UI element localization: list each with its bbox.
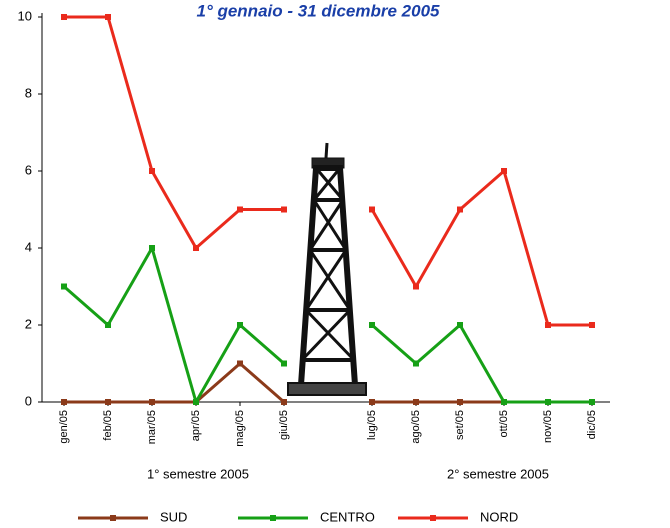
legend-marker	[110, 515, 116, 521]
point	[237, 207, 243, 213]
point	[589, 399, 595, 405]
point	[545, 322, 551, 328]
point	[105, 399, 111, 405]
point	[193, 245, 199, 251]
x-tick-label: mag/05	[234, 410, 246, 447]
y-tick-label: 2	[25, 316, 32, 331]
x-tick-label: apr/05	[190, 410, 202, 441]
x-tick-label: giu/05	[278, 410, 290, 440]
point	[589, 322, 595, 328]
group-label: 2° semestre 2005	[447, 466, 549, 481]
x-tick-label: feb/05	[102, 410, 114, 441]
point	[545, 399, 551, 405]
point	[501, 168, 507, 174]
legend-marker	[430, 515, 436, 521]
point	[237, 322, 243, 328]
point	[501, 399, 507, 405]
point	[369, 399, 375, 405]
legend-label: SUD	[160, 509, 187, 524]
y-tick-label: 6	[25, 162, 32, 177]
x-tick-label: ago/05	[410, 410, 422, 444]
legend-label: CENTRO	[320, 509, 375, 524]
chart: 1° gennaio - 31 dicembre 2005 0 2 4 6 8 10 gen…	[0, 0, 670, 528]
point	[413, 361, 419, 367]
x-tick-label: mar/05	[146, 410, 158, 444]
y-tick-label: 0	[25, 393, 32, 408]
oil-derrick	[288, 143, 366, 395]
point	[149, 168, 155, 174]
point	[61, 14, 67, 20]
point	[105, 322, 111, 328]
x-tick-label: set/05	[454, 410, 466, 440]
x-tick-label: nov/05	[542, 410, 554, 443]
point	[457, 322, 463, 328]
point	[281, 361, 287, 367]
point	[193, 399, 199, 405]
legend-label: NORD	[480, 509, 518, 524]
y-tick-label: 10	[18, 8, 32, 23]
point	[281, 399, 287, 405]
series-line	[64, 248, 592, 402]
x-tick-label: ott/05	[498, 410, 510, 438]
point	[457, 207, 463, 213]
x-tick-label: lug/05	[366, 410, 378, 440]
point	[413, 284, 419, 290]
group-label: 1° semestre 2005	[147, 466, 249, 481]
point	[61, 399, 67, 405]
legend-marker	[270, 515, 276, 521]
point	[61, 284, 67, 290]
chart-title: 1° gennaio - 31 dicembre 2005	[196, 1, 440, 20]
point	[105, 14, 111, 20]
point	[281, 207, 287, 213]
x-tick-label: dic/05	[586, 410, 598, 439]
point	[149, 245, 155, 251]
point	[369, 322, 375, 328]
point	[149, 399, 155, 405]
point	[413, 399, 419, 405]
point	[369, 207, 375, 213]
y-tick-label: 4	[25, 239, 32, 254]
y-tick-label: 8	[25, 85, 32, 100]
x-tick-label: gen/05	[58, 410, 70, 444]
point	[237, 361, 243, 367]
point	[457, 399, 463, 405]
